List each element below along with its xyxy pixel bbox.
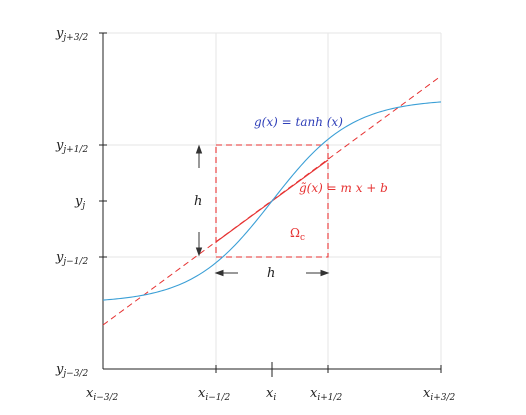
tick-label-subscript: j+3/2 bbox=[61, 33, 88, 43]
h-vertical-arrows bbox=[195, 144, 203, 257]
g-tilde-label: g̃(x) = m x + b bbox=[299, 181, 388, 195]
tick-label-base: y bbox=[55, 26, 64, 41]
h-horizontal-label: h bbox=[267, 266, 275, 281]
tick-label-subscript: i+3/2 bbox=[430, 393, 455, 403]
tick-label-base: x bbox=[310, 386, 318, 401]
tick-label-y-jm12: yj−1/2 bbox=[55, 250, 88, 267]
tick-label-x-im32: xi−3/2 bbox=[86, 386, 119, 403]
tick-label-base: y bbox=[74, 194, 83, 209]
tick-label-subscript: i−1/2 bbox=[205, 393, 230, 403]
axes bbox=[99, 32, 442, 377]
tick-label-x-ip12: xi+1/2 bbox=[310, 386, 343, 403]
tick-label-subscript: i−3/2 bbox=[93, 393, 118, 403]
tanh-curve bbox=[102, 101, 442, 301]
down-arrow-head bbox=[195, 247, 203, 257]
tick-label-subscript: j−3/2 bbox=[61, 369, 88, 379]
right-arrow-head bbox=[320, 269, 330, 277]
tick-label-y-jp32: yj+3/2 bbox=[55, 26, 88, 43]
tick-label-base: x bbox=[198, 386, 206, 401]
tick-label-x-i: xi bbox=[266, 386, 276, 403]
tick-label-y-jp12: yj+1/2 bbox=[55, 138, 88, 155]
tick-label-y-jm32: yj−3/2 bbox=[55, 362, 88, 379]
tick-label-subscript: j+1/2 bbox=[61, 145, 88, 155]
tick-label-subscript: i bbox=[273, 393, 276, 403]
left-arrow-head bbox=[214, 269, 224, 277]
omega-label: Ωc bbox=[290, 226, 305, 243]
h-horizontal-arrows bbox=[214, 269, 330, 277]
h-vertical-label: h bbox=[194, 194, 202, 209]
tick-label-base: y bbox=[55, 250, 64, 265]
g-curve-label: g(x) = tanh (x) bbox=[254, 115, 343, 129]
tick-label-base: x bbox=[266, 386, 274, 401]
tick-label-subscript: i+1/2 bbox=[317, 393, 342, 403]
x-tick-labels: xi−3/2 xi−1/2 xi xi+1/2 xi+3/2 bbox=[86, 386, 456, 403]
tick-label-base: y bbox=[55, 138, 64, 153]
up-arrow-head bbox=[195, 144, 203, 154]
tick-label-x-im12: xi−1/2 bbox=[198, 386, 231, 403]
tick-label-x-ip32: xi+3/2 bbox=[423, 386, 456, 403]
tick-label-y-j: yj bbox=[74, 194, 85, 211]
tick-label-base: y bbox=[55, 362, 64, 377]
control-volume-box bbox=[215, 144, 329, 258]
omega-symbol: Ω bbox=[290, 226, 300, 240]
omega-subscript: c bbox=[300, 233, 305, 243]
tick-label-subscript: j−1/2 bbox=[61, 257, 88, 267]
tick-label-base: x bbox=[86, 386, 94, 401]
tick-label-subscript: j bbox=[80, 201, 85, 211]
tick-label-base: x bbox=[423, 386, 431, 401]
